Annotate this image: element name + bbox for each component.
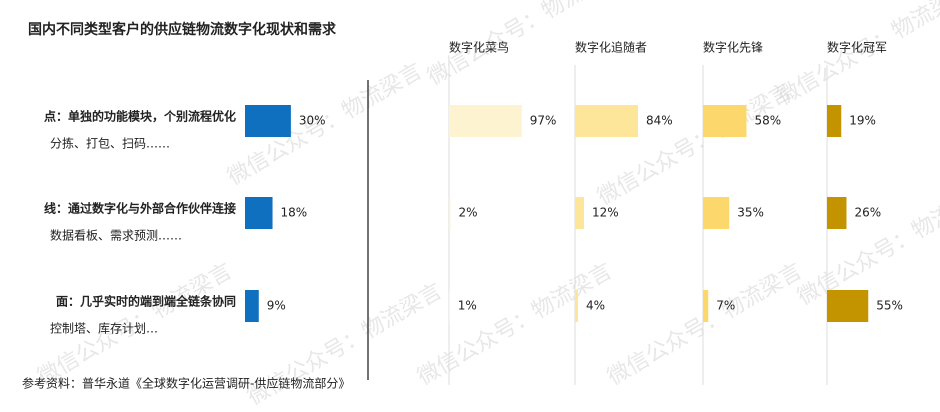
value-label: 9% bbox=[267, 299, 286, 313]
bar bbox=[703, 197, 730, 229]
category-label: 面：几乎实时的端到端全链条协同 bbox=[56, 294, 236, 309]
value-label: 26% bbox=[855, 206, 882, 220]
bar bbox=[449, 197, 451, 229]
category-label: 点：单独的功能模块，个别流程优化 bbox=[44, 109, 236, 124]
chart-title: 国内不同类型客户的供应链物流数字化现状和需求 bbox=[28, 21, 337, 38]
bar bbox=[575, 290, 578, 322]
bar bbox=[575, 197, 584, 229]
bar bbox=[827, 197, 847, 229]
source: 参考资料：普华永道《全球数字化运营调研-供应链物流部分》 bbox=[22, 376, 350, 391]
bar bbox=[575, 105, 638, 137]
value-label: 30% bbox=[299, 114, 326, 128]
value-label: 84% bbox=[646, 114, 673, 128]
value-label: 58% bbox=[755, 114, 782, 128]
bar bbox=[703, 290, 709, 322]
category-note: 数据看板、需求预测…… bbox=[50, 228, 182, 243]
panel-title: 数字化先锋 bbox=[703, 40, 763, 55]
bar bbox=[245, 290, 259, 322]
value-label: 55% bbox=[876, 299, 903, 313]
value-label: 4% bbox=[586, 299, 605, 313]
bar bbox=[703, 105, 747, 137]
category-note: 控制塔、库存计划… bbox=[50, 321, 158, 336]
watermark: 微信公众号：物流梁言 bbox=[774, 0, 940, 110]
category-note: 分拣、打包、扫码…… bbox=[50, 136, 170, 151]
watermark: 微信公众号：物流梁言 bbox=[604, 259, 807, 391]
value-label: 19% bbox=[849, 114, 876, 128]
bar bbox=[827, 290, 869, 322]
value-label: 1% bbox=[458, 299, 477, 313]
panel-title: 数字化追随者 bbox=[575, 40, 647, 55]
panel-title: 数字化菜鸟 bbox=[449, 40, 509, 55]
watermark: 微信公众号：物流梁言 bbox=[594, 79, 797, 211]
value-label: 97% bbox=[530, 114, 557, 128]
value-label: 35% bbox=[737, 206, 764, 220]
value-label: 2% bbox=[459, 206, 478, 220]
bar bbox=[449, 290, 450, 322]
bar bbox=[449, 105, 522, 137]
value-label: 12% bbox=[592, 206, 619, 220]
bar bbox=[827, 105, 842, 137]
value-label: 7% bbox=[716, 299, 735, 313]
panel-title: 数字化冠军 bbox=[827, 40, 887, 55]
category-label: 线：通过数字化与外部合作伙伴连接 bbox=[44, 201, 236, 216]
watermark: 微信公众号：物流梁言 bbox=[414, 259, 617, 391]
value-label: 18% bbox=[281, 206, 308, 220]
bar bbox=[245, 105, 291, 137]
bar bbox=[245, 197, 273, 229]
